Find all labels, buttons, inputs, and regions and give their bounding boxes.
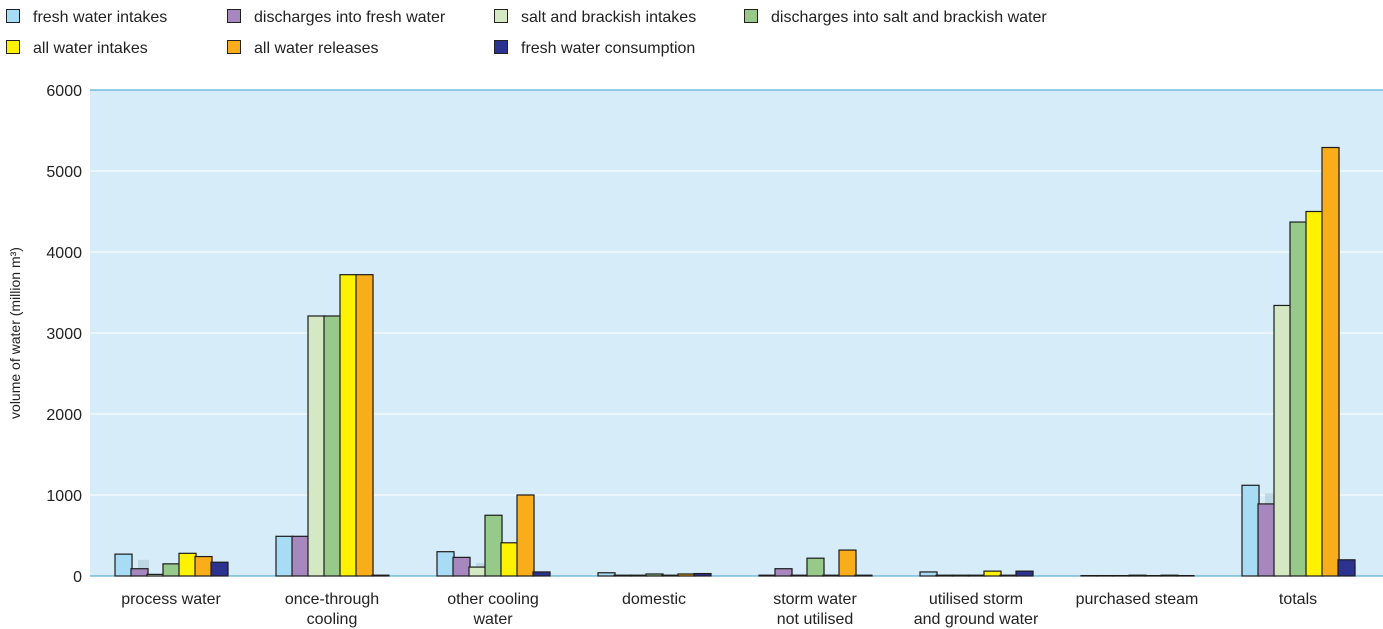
bar — [1305, 210, 1324, 577]
bar — [677, 573, 696, 577]
x-category-label: once-through — [285, 591, 379, 608]
y-tick-label: 1000 — [46, 488, 82, 505]
bar — [1015, 570, 1034, 577]
bar — [146, 573, 165, 577]
legend-swatch — [227, 40, 241, 54]
x-category-label: cooling — [307, 611, 358, 628]
bar — [1321, 146, 1340, 577]
legend-label: all water releases — [254, 40, 379, 57]
bar — [371, 574, 390, 577]
y-tick-label: 3000 — [46, 326, 82, 343]
bar — [484, 514, 503, 577]
bar — [1337, 559, 1356, 577]
bar — [532, 571, 551, 577]
bar — [500, 542, 519, 577]
bar — [130, 568, 149, 577]
bar — [758, 574, 777, 577]
bar — [790, 574, 809, 577]
x-category-label: storm water — [773, 591, 857, 608]
x-category-label: process water — [121, 591, 221, 608]
bar — [162, 563, 181, 577]
x-category-label: not utilised — [777, 611, 854, 628]
x-category-label: water — [472, 611, 513, 628]
y-tick-label: 0 — [73, 569, 82, 586]
x-category-label: other cooling — [447, 591, 539, 608]
bar — [661, 574, 680, 577]
bar — [613, 574, 632, 577]
bar — [693, 572, 712, 577]
bar — [1160, 574, 1179, 577]
legend-swatch — [494, 40, 508, 54]
bar — [452, 556, 471, 577]
bar — [806, 557, 825, 577]
bar — [291, 535, 310, 577]
bar — [1128, 574, 1147, 577]
y-tick-label: 6000 — [46, 83, 82, 100]
bar — [178, 552, 197, 577]
bar — [597, 572, 616, 577]
legend: fresh water intakes discharges into fresh… — [6, 9, 1047, 57]
legend-label: fresh water intakes — [33, 9, 167, 26]
bar — [323, 315, 342, 577]
bar — [999, 574, 1018, 577]
bar — [516, 494, 535, 577]
bar — [967, 574, 986, 577]
bar — [838, 549, 857, 577]
y-tick-label: 4000 — [46, 245, 82, 262]
bar — [1257, 503, 1276, 577]
y-tick-label: 5000 — [46, 164, 82, 181]
bar — [951, 574, 970, 577]
x-category-label: totals — [1279, 591, 1317, 608]
bar — [339, 274, 358, 577]
x-axis-categories: process water once-through cooling other co… — [121, 591, 1317, 628]
y-tick-label: 2000 — [46, 407, 82, 424]
bar — [307, 315, 326, 577]
bar — [645, 573, 664, 577]
legend-swatch — [227, 9, 241, 23]
bars — [114, 146, 1356, 577]
bar — [1289, 221, 1308, 577]
bar — [1273, 304, 1292, 577]
legend-label: all water intakes — [33, 40, 148, 57]
legend-label: salt and brackish intakes — [521, 9, 696, 26]
bar-shadow — [138, 559, 149, 576]
bar — [919, 571, 938, 577]
bar — [355, 274, 374, 577]
bar — [774, 568, 793, 577]
y-axis-ticks: 0 1000 2000 3000 4000 5000 6000 — [46, 83, 82, 586]
bar — [822, 574, 841, 577]
x-category-label: and ground water — [914, 611, 1039, 628]
bar — [468, 566, 487, 577]
bar — [210, 561, 229, 577]
bar — [114, 553, 133, 577]
bar — [629, 574, 648, 577]
legend-swatch — [744, 9, 758, 23]
legend-swatch — [6, 9, 20, 23]
legend-label: fresh water consumption — [521, 40, 695, 57]
y-axis-label: volume of water (million m³) — [7, 247, 23, 419]
x-category-label: utilised storm — [929, 591, 1023, 608]
x-category-label: purchased steam — [1076, 591, 1199, 608]
bar — [935, 574, 954, 577]
bar — [1241, 484, 1260, 577]
bar — [275, 535, 294, 577]
bar — [436, 551, 455, 577]
bar — [194, 555, 213, 577]
bar — [854, 574, 873, 577]
x-category-label: domestic — [622, 591, 686, 608]
legend-swatch — [494, 9, 508, 23]
legend-swatch — [6, 40, 20, 54]
bar — [983, 570, 1002, 577]
legend-label: discharges into fresh water — [254, 9, 446, 26]
legend-label: discharges into salt and brackish water — [771, 9, 1047, 26]
